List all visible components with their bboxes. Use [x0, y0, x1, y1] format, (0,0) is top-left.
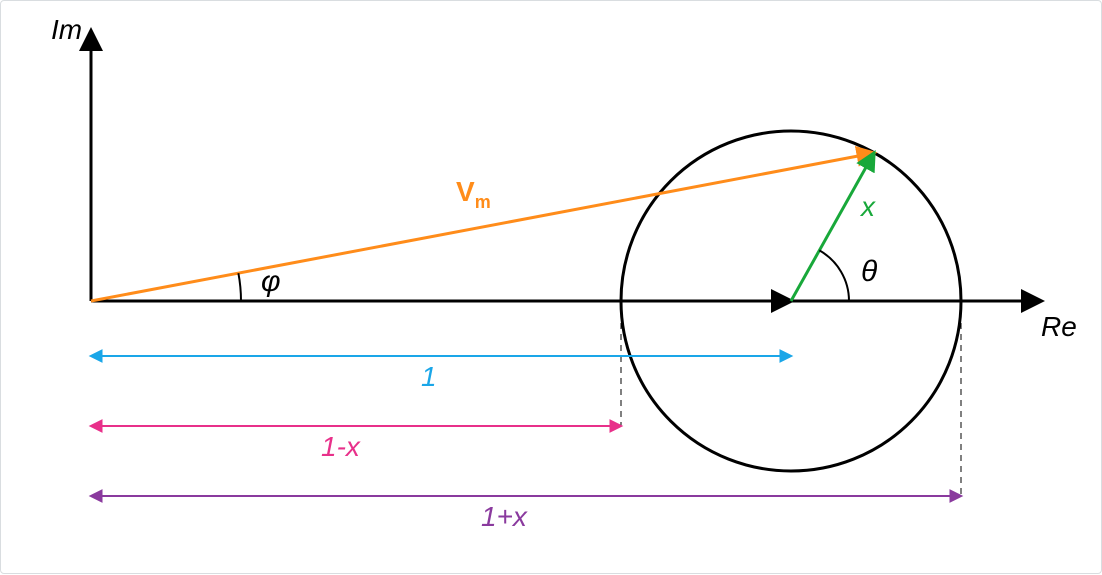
x-green-label: x [859, 191, 876, 222]
one-minus-x-label: 1-x [321, 431, 361, 462]
one-label: 1 [421, 361, 437, 392]
vm-vector [91, 153, 874, 301]
diagram-frame: { "canvas": { "width": 1102, "height": 5… [0, 0, 1102, 574]
theta-arc [819, 250, 849, 301]
phi-arc [238, 273, 241, 301]
phasor-diagram: Im Re Vm x φ θ 1 1-x 1+x [1, 1, 1102, 575]
vm-label: Vm [456, 176, 491, 212]
one-plus-x-label: 1+x [481, 501, 528, 532]
re-axis-label: Re [1041, 311, 1077, 342]
theta-label: θ [861, 255, 878, 288]
im-axis-label: Im [51, 14, 82, 45]
vm-label-main: V [456, 176, 475, 207]
vm-label-sub: m [475, 192, 491, 212]
phi-label: φ [261, 265, 281, 298]
